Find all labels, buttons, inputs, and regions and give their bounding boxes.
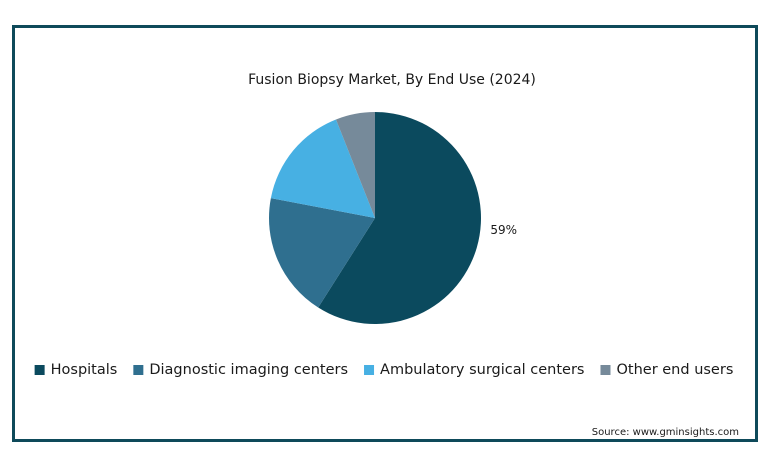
pie-slice	[270, 119, 375, 218]
legend-label: Other end users	[616, 362, 733, 378]
pie-slice	[318, 112, 482, 324]
legend-swatch	[34, 365, 45, 375]
legend-swatch	[364, 365, 375, 375]
legend-label: Diagnostic imaging centers	[149, 362, 348, 378]
data-label: 59%	[490, 223, 517, 237]
pie-slice	[335, 112, 375, 218]
legend-label: Hospitals	[51, 362, 118, 378]
pie-slice	[269, 198, 375, 308]
chart-title: Fusion Biopsy Market, By End Use (2024)	[248, 72, 536, 88]
source: Source: www.gminsights.com	[592, 427, 739, 438]
legend-swatch	[133, 365, 144, 375]
legend-label: Ambulatory surgical centers	[380, 362, 584, 378]
legend-swatch	[600, 365, 611, 375]
